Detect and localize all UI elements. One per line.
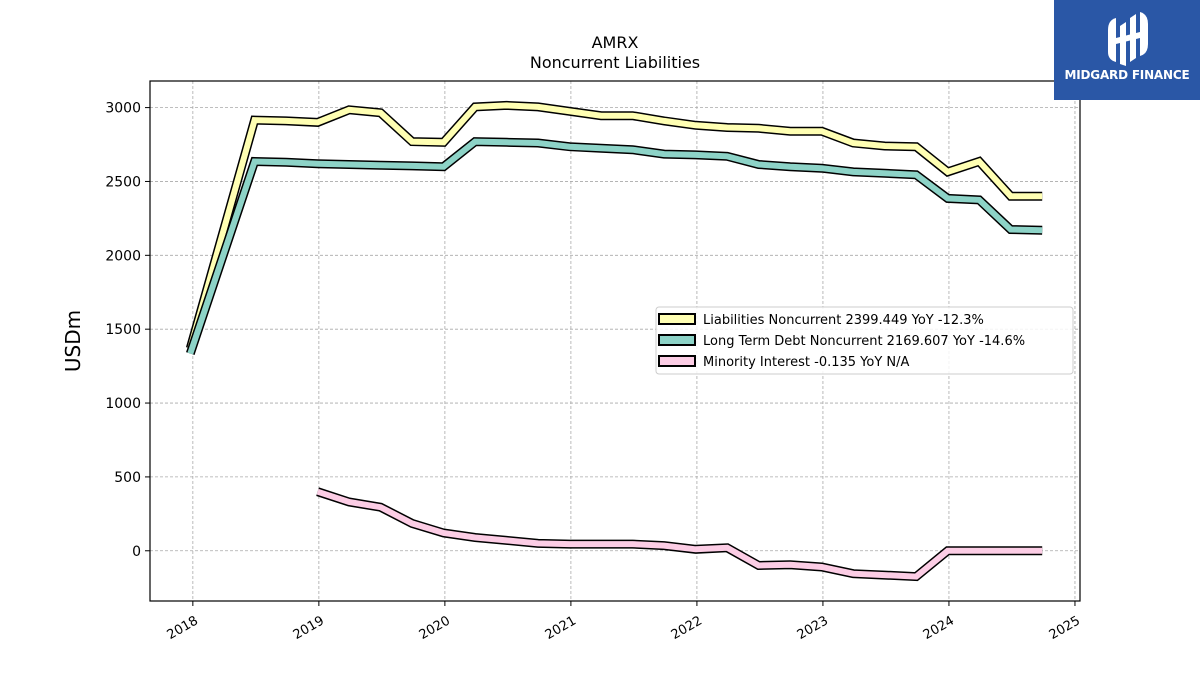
series-line	[316, 488, 1043, 580]
brand-logo: MIDGARD FINANCE	[1054, 0, 1200, 100]
midgard-logo-icon	[1108, 12, 1148, 66]
legend-label: Minority Interest -0.135 YoY N/A	[703, 355, 910, 370]
series-layer	[185, 100, 1043, 582]
legend-box	[655, 306, 1074, 375]
y-tick-label: 1500	[105, 322, 141, 338]
x-tick-label: 2022	[669, 613, 705, 643]
x-tick-label: 2020	[417, 613, 453, 643]
y-axis-label: USDm	[61, 310, 85, 372]
x-tick-label: 2024	[921, 613, 957, 643]
series-line	[187, 138, 1043, 355]
y-tick-label: 500	[114, 470, 141, 486]
y-tick-label: 2000	[105, 248, 141, 264]
chart-subtitle: Noncurrent Liabilities	[530, 53, 700, 72]
y-tick-label: 2500	[105, 174, 141, 190]
legend-swatch	[658, 334, 696, 346]
chart-title: AMRX	[592, 33, 639, 52]
y-tick-label: 0	[132, 544, 141, 560]
x-tick-label: 2018	[165, 613, 201, 643]
legend-swatch	[658, 355, 696, 367]
x-tick-label: 2019	[291, 613, 327, 643]
logo-text: MIDGARD FINANCE	[1064, 68, 1190, 82]
legend-label: Liabilities Noncurrent 2399.449 YoY -12.…	[703, 313, 984, 328]
y-tick-label: 3000	[105, 101, 141, 117]
series-line	[187, 102, 1043, 350]
legend-swatch	[658, 313, 696, 325]
legend: Liabilities Noncurrent 2399.449 YoY -12.…	[655, 306, 1074, 375]
x-tick-label: 2021	[543, 613, 579, 643]
plot-frame	[149, 80, 1081, 602]
x-tick-label: 2023	[795, 613, 831, 643]
legend-label: Long Term Debt Noncurrent 2169.607 YoY -…	[703, 334, 1025, 349]
y-tick-label: 1000	[105, 396, 141, 412]
x-tick-label: 2025	[1047, 613, 1083, 643]
